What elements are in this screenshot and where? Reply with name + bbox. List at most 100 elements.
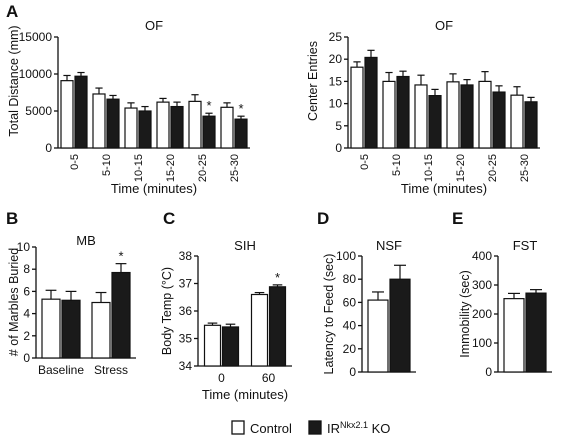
bar-control-15-20 xyxy=(156,101,170,149)
chart-title: NSF xyxy=(376,238,402,253)
bar-ko-60 xyxy=(268,286,287,367)
bar-control-0 xyxy=(203,324,222,367)
bar-ko-25-30 xyxy=(524,101,538,149)
bar-control-5-10 xyxy=(382,80,396,149)
bar-ko-20-25 xyxy=(492,91,506,149)
y-axis-label: Center Entries xyxy=(306,41,320,121)
y-tick-label: 10000 xyxy=(19,67,53,81)
y-tick-label: 37 xyxy=(179,277,193,291)
y-tick-label: 100 xyxy=(472,336,492,350)
bar-control-value xyxy=(503,298,525,373)
x-tick-label: 10-15 xyxy=(423,154,435,182)
x-tick-label: 20-25 xyxy=(197,154,209,182)
y-tick-label: 0 xyxy=(485,365,492,379)
y-tick-label: 200 xyxy=(472,307,492,321)
bar-ko-0-5 xyxy=(74,75,88,149)
y-tick-label: 36 xyxy=(179,304,193,318)
y-axis-label: Total Distance (mm) xyxy=(7,25,21,136)
chart-title: OF xyxy=(145,18,163,33)
x-tick-label: 15-20 xyxy=(455,154,467,182)
bar-ko-5-10 xyxy=(396,75,410,149)
y-axis-label: Body Temp (°C) xyxy=(160,267,174,355)
bar-control-20-25 xyxy=(478,80,492,149)
x-tick-label: 25-30 xyxy=(519,154,531,182)
bar-ko-15-20 xyxy=(170,105,184,149)
y-tick-label: 15000 xyxy=(19,30,53,44)
bar-control-Baseline xyxy=(41,298,61,359)
y-tick-label: 34 xyxy=(179,359,193,373)
legend-ko-label: IRNkx2.1 KO xyxy=(327,420,390,436)
bar-control-0-5 xyxy=(60,80,74,149)
x-tick-label: 0 xyxy=(218,371,225,385)
y-tick-label: 25 xyxy=(329,30,343,44)
panel-letter-b: B xyxy=(6,209,18,228)
x-axis-label: Time (minutes) xyxy=(202,387,288,402)
chart-stress-induced-hyperthermia: 34 35 36 37 38 0 * 60 SIH Time (minutes) Body Temp… xyxy=(160,238,292,402)
legend-ko-label-prefix: IR xyxy=(327,421,340,436)
x-tick-label: 20-25 xyxy=(487,154,499,182)
chart-of-center-entries: 0 5 10 15 20 25 0-5 5-10 10-15 15-20 20-25 25-30 OF T… xyxy=(306,18,540,196)
y-tick-label: 400 xyxy=(472,249,492,263)
y-axis-label: Latency to Feed (sec) xyxy=(322,254,336,375)
bar-control-20-25 xyxy=(188,100,202,149)
bar-ko-Stress xyxy=(111,271,131,359)
legend-ko-label-suffix: KO xyxy=(368,421,390,436)
y-tick-label: 5000 xyxy=(25,104,52,118)
bar-control-value xyxy=(367,299,389,373)
panel-letter-d: D xyxy=(317,209,329,228)
y-tick-label: 80 xyxy=(343,272,357,286)
legend-control-swatch xyxy=(231,420,245,435)
y-tick-label: 15 xyxy=(329,74,343,88)
bar-ko-value xyxy=(389,278,411,373)
x-tick-label: 0-5 xyxy=(69,154,81,170)
panel-letter-e: E xyxy=(452,209,463,228)
y-tick-label: 0 xyxy=(349,365,356,379)
legend-ko-label-sup: Nkx2.1 xyxy=(340,420,368,430)
significance-marker: * xyxy=(275,270,280,285)
bar-ko-5-10 xyxy=(106,98,120,149)
chart-title: MB xyxy=(76,233,96,248)
y-tick-label: 35 xyxy=(179,332,193,346)
bar-control-15-20 xyxy=(446,81,460,149)
bar-control-10-15 xyxy=(414,84,428,149)
bar-control-5-10 xyxy=(92,93,106,149)
y-tick-label: 20 xyxy=(343,342,357,356)
x-tick-label: 0-5 xyxy=(359,154,371,170)
bar-ko-25-30 xyxy=(234,118,248,149)
x-tick-label: 60 xyxy=(262,371,276,385)
bar-control-25-30 xyxy=(220,106,234,149)
y-tick-label: 6 xyxy=(23,284,30,298)
bar-ko-10-15 xyxy=(138,110,152,149)
bar-ko-0 xyxy=(221,326,240,367)
legend: Control IRNkx2.1 KO xyxy=(231,420,390,436)
x-tick-label: 15-20 xyxy=(165,154,177,182)
y-tick-label: 0 xyxy=(45,141,52,155)
x-tick-label: 10-15 xyxy=(133,154,145,182)
bar-ko-Baseline xyxy=(61,299,81,359)
x-tick-label: 5-10 xyxy=(101,154,113,176)
bar-control-Stress xyxy=(91,301,111,359)
significance-marker: * xyxy=(206,98,211,113)
chart-novelty-suppressed-feeding: 0 20 40 60 80 100 NSF Latency to Feed (sec) xyxy=(322,238,416,379)
y-tick-label: 20 xyxy=(329,52,343,66)
y-tick-label: 60 xyxy=(343,295,357,309)
panel-letter-a: A xyxy=(6,2,18,21)
y-tick-label: 4 xyxy=(23,307,30,321)
chart-of-distance: 0 5000 10000 15000 0-5 5-10 10-15 15-20 * 20-25 * 2… xyxy=(7,18,250,196)
bar-ko-20-25 xyxy=(202,115,216,149)
significance-marker: * xyxy=(238,101,243,116)
y-tick-label: 0 xyxy=(335,141,342,155)
chart-title: FST xyxy=(513,238,538,253)
significance-marker: * xyxy=(118,249,123,264)
chart-marbles-buried: 0 2 4 6 8 10 Baseline * Stress MB # of Marbles Bur… xyxy=(7,233,136,377)
x-tick-label: Stress xyxy=(94,363,128,377)
y-tick-label: 38 xyxy=(179,249,193,263)
panel-letter-c: C xyxy=(163,209,175,228)
legend-control-label: Control xyxy=(250,421,292,436)
y-axis-label: Immobility (sec) xyxy=(458,270,472,358)
y-tick-label: 0 xyxy=(23,351,30,365)
chart-title: OF xyxy=(435,18,453,33)
x-axis-label: Time (minutes) xyxy=(401,181,487,196)
x-tick-label: 25-30 xyxy=(229,154,241,182)
